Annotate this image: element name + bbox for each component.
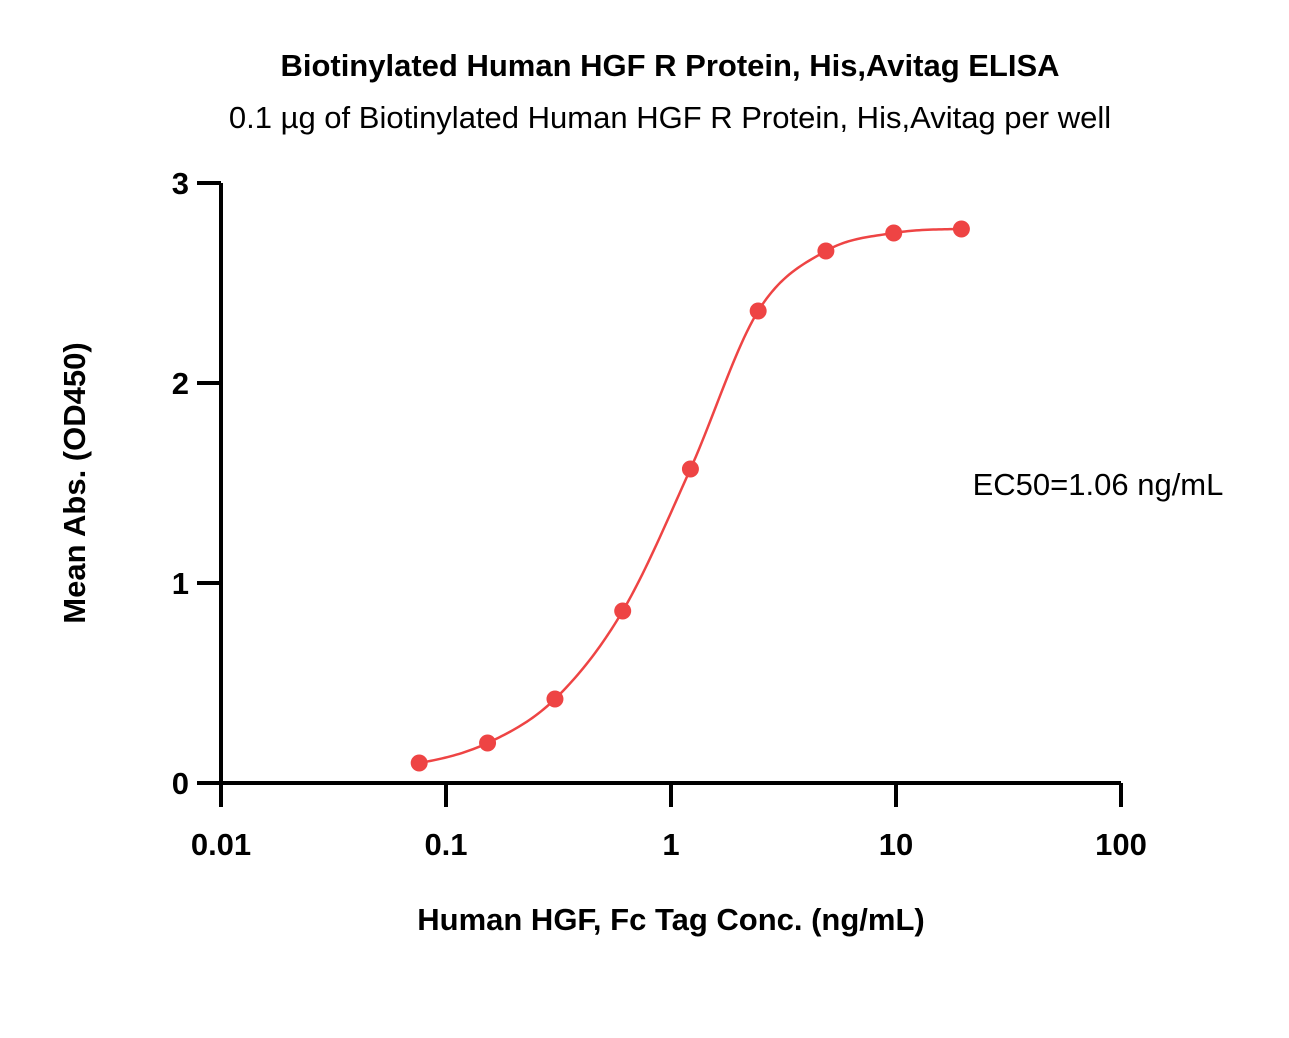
data-point [479, 734, 497, 752]
x-tick-label: 0.01 [191, 827, 251, 862]
y-tick-label: 2 [172, 366, 189, 401]
fit-curve [418, 227, 962, 765]
y-tick-label: 0 [172, 766, 189, 801]
data-points-layer [410, 220, 970, 772]
data-point [817, 242, 835, 260]
chart-subtitle: 0.1 µg of Biotinylated Human HGF R Prote… [228, 100, 1112, 135]
data-point [952, 220, 970, 238]
data-point [546, 690, 564, 708]
x-tick-label: 100 [1095, 827, 1147, 862]
chart-title: Biotinylated Human HGF R Protein, His,Av… [280, 48, 1060, 83]
y-axis-title: Mean Abs. (OD450) [57, 342, 92, 623]
data-point [885, 224, 903, 242]
y-tick-label: 3 [172, 166, 189, 201]
data-point [681, 460, 699, 478]
x-axis-title: Human HGF, Fc Tag Conc. (ng/mL) [417, 902, 924, 937]
x-tick-label: 0.1 [424, 827, 467, 862]
x-tick-label: 10 [879, 827, 913, 862]
y-tick-label: 1 [172, 566, 189, 601]
ec50-annotation: EC50=1.06 ng/mL [973, 467, 1224, 502]
fit-curve-layer [418, 227, 962, 765]
x-tick-label: 1 [662, 827, 679, 862]
data-point [410, 754, 428, 772]
data-point [614, 602, 632, 620]
axes: 0.01 0.1 1 10 100 0 1 2 3 [172, 166, 1147, 862]
data-point [749, 302, 767, 320]
